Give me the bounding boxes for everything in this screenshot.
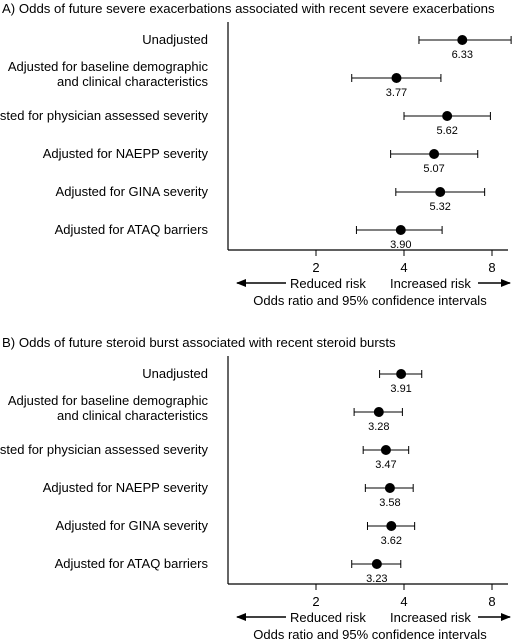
row-label-line: and clinical characteristics [57,408,209,423]
data-label: 3.23 [366,573,387,585]
panel-a: A) Odds of future severe exacerbations a… [0,1,512,308]
x-tick-label: 4 [400,260,407,275]
row-label: Adjusted for NAEPP severity [43,480,209,495]
row-label-line: Adjusted for baseline demographic [8,393,209,408]
row-label: Adjusted for NAEPP severity [43,146,209,161]
x-tick-label: 8 [488,594,495,609]
point-estimate [391,73,402,83]
data-label: 3.28 [368,421,389,433]
reduced-risk-label: Reduced risk [290,610,366,625]
row-label: Adjusted for GINA severity [56,184,209,199]
reduced-risk-label: Reduced risk [290,276,366,291]
row-label: Adjusted for ATAQ barriers [55,222,209,237]
point-estimate [429,149,440,159]
data-label: 3.47 [375,459,396,471]
point-estimate [373,407,384,417]
row-label: Adjusted for physician assessed severity [0,108,208,123]
data-label: 3.58 [379,497,400,509]
point-estimate [442,111,453,121]
data-label: 5.07 [423,163,444,175]
point-estimate [435,187,446,197]
point-estimate [396,369,407,379]
row-label-line: Unadjusted [142,32,208,47]
data-label: 3.77 [386,87,407,99]
point-estimate [384,483,395,493]
x-tick-label: 2 [312,594,319,609]
point-estimate [380,445,391,455]
row-label-line: Adjusted for ATAQ barriers [55,222,209,237]
x-tick-label: 8 [488,260,495,275]
row-label: Adjusted for GINA severity [56,518,209,533]
row-label: Unadjusted [142,366,208,381]
point-estimate [395,225,406,235]
point-estimate [371,559,382,569]
row-label: Adjusted for baseline demographic and cli… [8,59,209,89]
row-label: Adjusted for ATAQ barriers [55,556,209,571]
data-label: 3.90 [390,239,411,251]
panel-title: A) Odds of future severe exacerbations a… [2,1,495,16]
row-label-line: Unadjusted [142,366,208,381]
row-label-line: Adjusted for ATAQ barriers [55,556,209,571]
row-label-line: Adjusted for baseline demographic [8,59,209,74]
data-label: 5.32 [429,201,450,213]
row-label-line: and clinical characteristics [57,74,209,89]
data-label: 5.62 [436,125,457,137]
row-label-line: Adjusted for GINA severity [56,184,209,199]
point-estimate [457,35,468,45]
increased-risk-label: Increased risk [390,276,471,291]
row-label: Adjusted for physician assessed severity [0,442,208,457]
x-axis-label: Odds ratio and 95% confidence intervals [253,627,487,642]
row-label-line: Adjusted for physician assessed severity [0,108,208,123]
row-label: Adjusted for baseline demographic and cli… [8,393,209,423]
x-tick-label: 2 [312,260,319,275]
data-label: 3.91 [390,383,411,395]
x-tick-label: 4 [400,594,407,609]
increased-risk-label: Increased risk [390,610,471,625]
point-estimate [386,521,397,531]
data-label: 3.62 [381,535,402,547]
panel-b: B) Odds of future steroid burst associat… [0,335,511,642]
row-label: Unadjusted [142,32,208,47]
row-label-line: Adjusted for GINA severity [56,518,209,533]
row-label-line: Adjusted for NAEPP severity [43,146,209,161]
row-label-line: Adjusted for NAEPP severity [43,480,209,495]
data-label: 6.33 [452,49,473,61]
x-axis-label: Odds ratio and 95% confidence intervals [253,293,487,308]
row-label-line: Adjusted for physician assessed severity [0,442,208,457]
panel-title: B) Odds of future steroid burst associat… [2,335,396,350]
